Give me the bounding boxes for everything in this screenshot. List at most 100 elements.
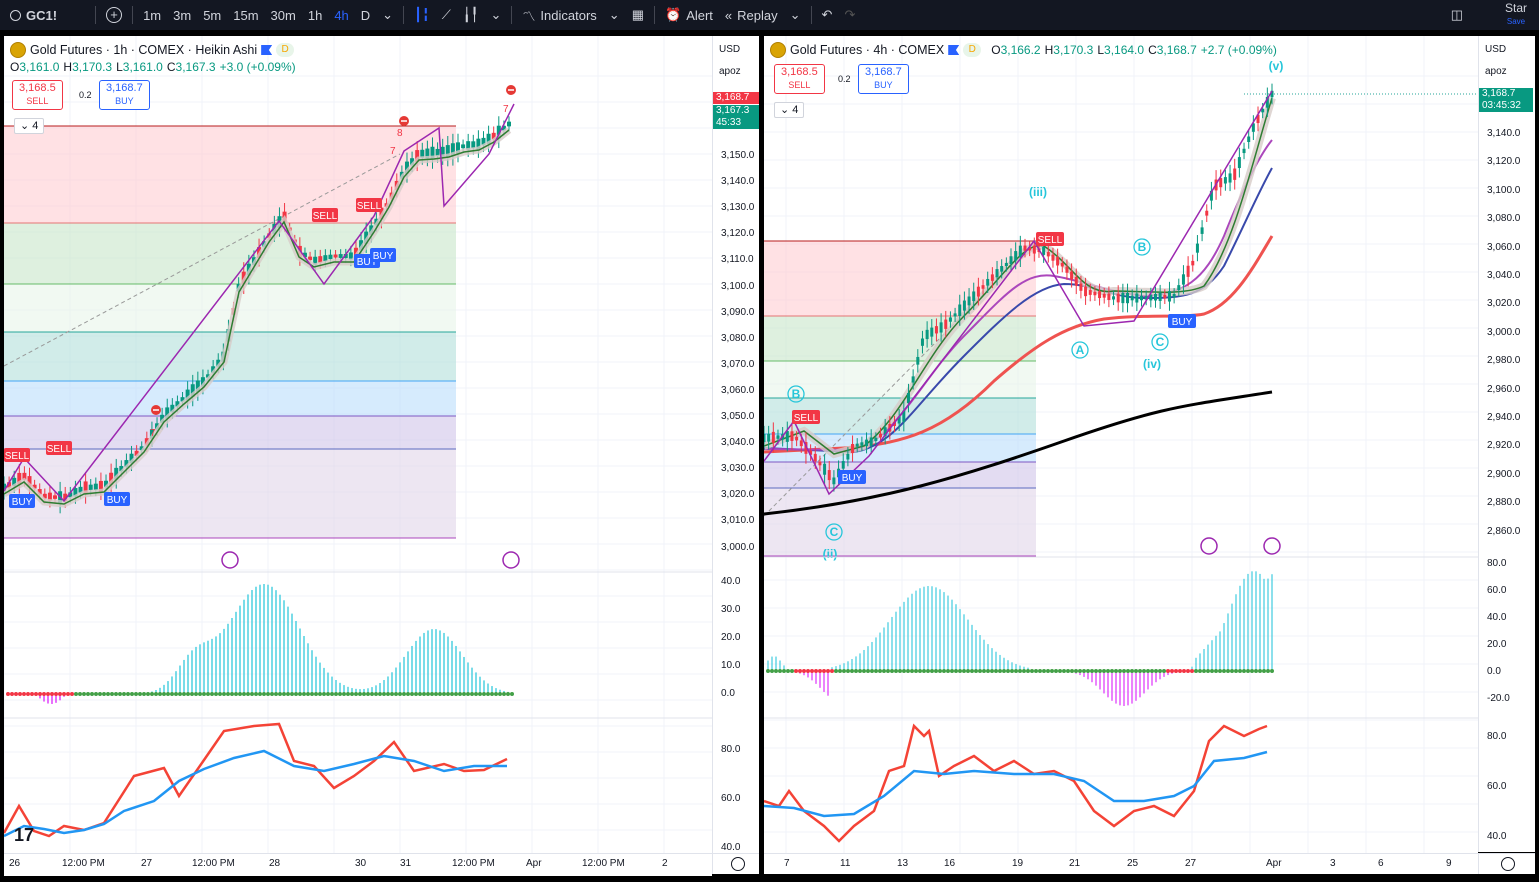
redo-button[interactable]: ↷	[838, 0, 861, 30]
zero-dot	[898, 669, 902, 673]
zero-dot	[834, 669, 838, 673]
interval-1h[interactable]: 1h	[307, 7, 323, 23]
candle-body	[1093, 291, 1097, 296]
chart-type-dropdown[interactable]: ⌄	[485, 0, 508, 30]
indicators-dropdown[interactable]: ⌄	[603, 0, 626, 30]
currency-button[interactable]: USD	[1485, 44, 1507, 55]
candle-body	[1121, 292, 1125, 304]
zero-dot	[134, 692, 138, 696]
alert-button[interactable]: ⏰ Alert	[659, 0, 719, 30]
replay-button[interactable]: « Replay	[719, 0, 784, 30]
interval-5m[interactable]: 5m	[203, 7, 222, 23]
right-chart-pane[interactable]: SELL SELL BUY BUY (v) (iii) B A C (iv) B C (ii) Gold…	[764, 36, 1478, 856]
scale-mode-button[interactable]: apoz	[1485, 66, 1507, 77]
flag-icon[interactable]	[948, 45, 960, 55]
zero-dot	[1010, 669, 1014, 673]
sell-label: SELL	[26, 96, 49, 106]
candle-type-button[interactable]: ┃╏	[408, 0, 436, 30]
zero-dot	[1054, 669, 1058, 673]
zero-dot	[490, 692, 494, 696]
compare-add-button[interactable]: +	[100, 0, 128, 30]
zero-dot	[1142, 669, 1146, 673]
zero-dot	[398, 692, 402, 696]
price-tick: 30.0	[721, 604, 741, 615]
candle-body	[410, 158, 415, 166]
zero-dot	[142, 692, 146, 696]
indicators-collapse-toggle[interactable]: ⌄ 4	[774, 102, 805, 118]
sell-button[interactable]: 3,168.5 SELL	[774, 64, 825, 94]
candle-body	[1135, 293, 1139, 303]
zero-dot	[1166, 669, 1170, 673]
zero-dot	[214, 692, 218, 696]
zero-dot	[1030, 669, 1034, 673]
interval-4h[interactable]: 4h	[334, 7, 349, 23]
zero-dot	[462, 692, 466, 696]
gear-icon[interactable]	[731, 857, 745, 871]
zero-dot	[1070, 669, 1074, 673]
star-save-button[interactable]: Star Save	[1505, 2, 1527, 28]
interval-3m[interactable]: 3m	[173, 7, 192, 23]
event-forward-icon	[221, 551, 239, 569]
left-chart-pane[interactable]: SELL SELL BUY BUY SELL SELL BUY BUY 7 8 7 7 17 Gold …	[4, 36, 712, 876]
gear-icon[interactable]	[1501, 857, 1515, 871]
close-label: C	[166, 60, 176, 74]
time-tick: 21	[1069, 858, 1081, 869]
indicators-button[interactable]: 〽 Indicators	[516, 0, 602, 30]
interval-15m[interactable]: 15m	[233, 7, 259, 23]
candle-body	[948, 317, 952, 322]
wave-circle	[825, 523, 843, 541]
chevron-down-icon: ⌄	[608, 7, 620, 22]
price-tick: 20.0	[721, 632, 741, 643]
chevron-down-icon: ⌄	[382, 7, 394, 22]
interval-dropdown[interactable]: ⌄	[376, 0, 399, 30]
left-price-axis[interactable]: USD apoz 3,150.0 3,140.0 3,130.0 3,120.0 3,1…	[712, 36, 759, 856]
layout-button[interactable]: ▦	[626, 0, 650, 30]
zero-dot	[854, 669, 858, 673]
sell-price: 3,168.5	[19, 82, 56, 94]
zero-dot	[466, 692, 470, 696]
flag-icon[interactable]	[261, 45, 273, 55]
undo-button[interactable]: ↶	[816, 0, 839, 30]
price-tick: 40.0	[721, 842, 741, 853]
symbol-search[interactable]: GC1!	[0, 0, 63, 30]
tradingview-logo: 17	[14, 825, 34, 845]
interval-30m[interactable]: 30m	[270, 7, 296, 23]
signal-badge	[104, 492, 130, 506]
zero-dot	[1170, 669, 1174, 673]
currency-button[interactable]: USD	[719, 44, 741, 55]
candle-body	[790, 431, 794, 441]
layout-toggle-button[interactable]: ◫	[1445, 0, 1469, 30]
indicator-count: 4	[32, 120, 39, 132]
buy-button[interactable]: 3,168.7 BUY	[99, 80, 150, 110]
sell-button[interactable]: 3,168.5 SELL	[12, 80, 63, 110]
candle-body	[32, 484, 37, 489]
zero-dot	[818, 669, 822, 673]
left-time-axis[interactable]: 26 12:00 PM 27 12:00 PM 28 30 31 12:00 PM Apr 12:…	[4, 853, 712, 874]
bar-type-button[interactable]: ╽╿	[457, 0, 485, 30]
candle-body	[874, 437, 878, 441]
zero-dot	[306, 692, 310, 696]
interval-1m[interactable]: 1m	[143, 7, 162, 23]
indicators-collapse-toggle[interactable]: ⌄ 4	[14, 118, 45, 134]
candle-body	[1223, 177, 1227, 184]
right-price-axis[interactable]: USD apoz 3,140.0 3,120.0 3,100.0 3,080.0 3,0…	[1478, 36, 1535, 852]
zero-dot	[810, 669, 814, 673]
candle-body	[1004, 262, 1008, 267]
replay-dropdown[interactable]: ⌄	[784, 0, 807, 30]
right-chart-canvas[interactable]: SELL SELL BUY BUY (v) (iii) B A C (iv) B C (ii)	[764, 36, 1478, 856]
scale-mode-button[interactable]: apoz	[719, 66, 741, 77]
chevron-down-icon: ⌄	[789, 7, 801, 22]
buy-button[interactable]: 3,168.7 BUY	[858, 64, 909, 94]
zero-dot	[290, 692, 294, 696]
right-time-axis[interactable]: 7 11 13 16 19 21 25 27 Apr 3 6 9	[764, 853, 1478, 874]
zero-dot	[190, 692, 194, 696]
zero-dot	[1238, 669, 1242, 673]
bars-icon: ╽╿	[462, 7, 479, 22]
zero-dot	[486, 692, 490, 696]
candle-body	[165, 407, 170, 419]
high-label: H	[63, 60, 73, 74]
interval-d[interactable]: D	[360, 7, 371, 23]
zero-dot	[1022, 669, 1026, 673]
line-type-button[interactable]: ⟋	[436, 0, 457, 30]
